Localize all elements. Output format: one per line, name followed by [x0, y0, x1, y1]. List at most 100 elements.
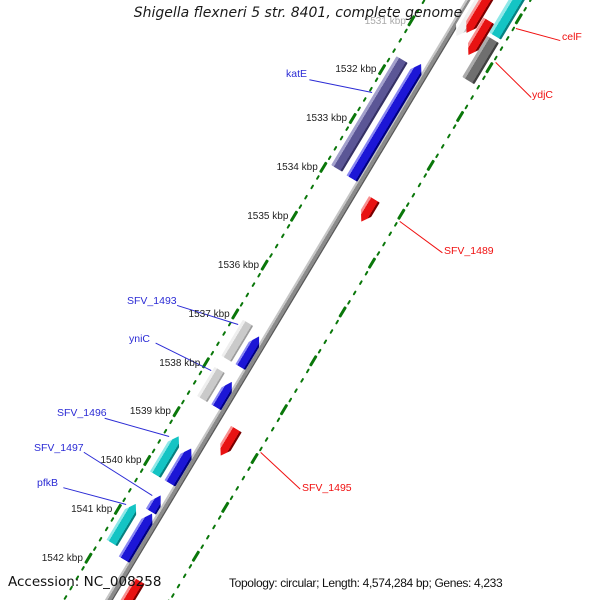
dotted-guideline-dash [198, 370, 203, 376]
feature-label-SFV_1497[interactable]: SFV_1497 [34, 442, 84, 454]
label-leader-line [308, 78, 373, 93]
dotted-guideline-dash [382, 241, 387, 247]
dotted-guideline-dash [139, 467, 144, 474]
dotted-guideline-dash [211, 524, 217, 530]
scale-major-tick [260, 259, 270, 272]
dotted-guideline-dash [235, 485, 240, 491]
dotted-guideline-dash [376, 250, 381, 257]
dotted-guideline-dash [362, 96, 368, 102]
dotted-guideline-dash [386, 57, 391, 63]
dotted-guideline-dash [276, 417, 281, 423]
dotted-guideline-dash [245, 291, 250, 298]
dotted-guideline-dash [133, 477, 139, 483]
scale-major-tick [191, 550, 201, 563]
dotted-guideline-dash [446, 133, 451, 139]
label-leader-line [104, 417, 170, 438]
dotted-guideline-dash [421, 0, 426, 5]
dotted-guideline-dash [317, 348, 322, 354]
dotted-guideline-dash [229, 495, 234, 501]
dotted-guideline-dash [241, 475, 246, 481]
scale-major-tick [368, 257, 377, 270]
dotted-guideline-dash [286, 223, 291, 229]
dotted-guideline-dash [329, 329, 334, 335]
feature-label-yniC[interactable]: yniC [129, 333, 151, 345]
dotted-guideline-dash [92, 546, 97, 552]
dotted-guideline-dash [192, 379, 197, 386]
scale-label: 1535 kbp [247, 210, 289, 222]
dotted-guideline-dash [268, 252, 274, 259]
dotted-guideline-dash [127, 487, 133, 493]
dotted-guideline-dash [481, 75, 487, 81]
scale-label: 1540 kbp [100, 455, 142, 467]
feature-label-SFV_1495[interactable]: SFV_1495 [302, 482, 352, 494]
dotted-guideline-dash [270, 426, 275, 433]
dotted-guideline-dash [345, 125, 350, 132]
dotted-guideline-dash [304, 194, 309, 200]
dotted-guideline-dash [475, 84, 481, 91]
dotted-guideline-dash [470, 94, 475, 100]
scale-major-tick [397, 208, 407, 221]
dotted-guideline-dash [246, 465, 252, 472]
dotted-guideline-dash [98, 536, 103, 542]
genome-stats-text: Topology: circular; Length: 4,574,284 bp… [229, 576, 503, 590]
scale-major-tick [113, 503, 123, 516]
dotted-guideline-dash [168, 419, 174, 425]
dotted-guideline-dash [522, 6, 528, 12]
dotted-guideline-dash [305, 368, 310, 374]
feature-label-katE[interactable]: katE [286, 68, 308, 80]
feature-label-SFV_1489[interactable]: SFV_1489 [444, 245, 494, 257]
dotted-guideline-dash [176, 583, 181, 589]
scale-major-tick [426, 159, 436, 172]
dotted-guideline-dash [392, 47, 397, 54]
dotted-guideline-dash [274, 243, 279, 249]
scale-label: 1537 kbp [188, 308, 230, 320]
feature-label-SFV_1496[interactable]: SFV_1496 [57, 407, 107, 419]
feature-glyph-SFV_1489[interactable] [356, 196, 381, 225]
dotted-guideline-dash [221, 331, 227, 337]
dotted-guideline-dash [298, 204, 303, 210]
dotted-guideline-dash [210, 350, 215, 356]
dotted-guideline-dash [63, 594, 68, 600]
dotted-guideline-dash [405, 202, 410, 208]
scale-major-tick [309, 355, 319, 367]
dotted-guideline-dash [364, 270, 369, 276]
scale-label: 1542 kbp [41, 553, 83, 564]
dotted-guideline-dash [299, 377, 305, 384]
accession-text: Accession: NC_008258 [8, 574, 162, 590]
dotted-guideline-dash [374, 77, 379, 83]
dotted-guideline-dash [188, 563, 193, 569]
dotted-guideline-dash [264, 436, 269, 442]
feature-label-pfkB[interactable]: pfkB [37, 477, 59, 489]
dotted-guideline-dash [440, 143, 446, 149]
scale-major-tick [84, 552, 94, 565]
dotted-guideline-dash [180, 399, 186, 405]
dotted-guideline-dash [215, 340, 221, 347]
scale-major-tick [338, 306, 348, 319]
dotted-guideline-dash [200, 544, 205, 550]
feature-label-ydjC[interactable]: ydjC [532, 89, 554, 101]
dotted-guideline-dash [323, 338, 328, 345]
dotted-guideline-dash [346, 299, 352, 306]
dotted-guideline-dash [403, 28, 409, 34]
feature-label-celF[interactable]: celF [562, 31, 582, 43]
dotted-guideline-dash [339, 135, 344, 141]
dotted-guideline-dash [110, 516, 115, 523]
feature-glyph-SFV_1495[interactable] [215, 426, 242, 459]
dotted-guideline-dash [464, 104, 469, 110]
dotted-guideline-dash [170, 592, 175, 599]
scale-major-tick [231, 308, 241, 321]
label-leader-line [63, 486, 127, 505]
dotted-guideline-dash [411, 192, 416, 198]
dotted-guideline-dash [397, 37, 403, 44]
dotted-guideline-dash [528, 0, 534, 3]
scale-major-tick [456, 110, 465, 123]
dotted-guideline-dash [452, 123, 457, 130]
scale-major-tick [172, 406, 182, 418]
label-leader-line [515, 27, 561, 42]
dotted-guideline-dash [352, 290, 357, 296]
dotted-guideline-dash [288, 397, 293, 403]
dotted-guideline-dash [315, 174, 321, 181]
feature-label-SFV_1493[interactable]: SFV_1493 [127, 295, 177, 307]
feature-glyph-celF[interactable] [489, 0, 529, 40]
